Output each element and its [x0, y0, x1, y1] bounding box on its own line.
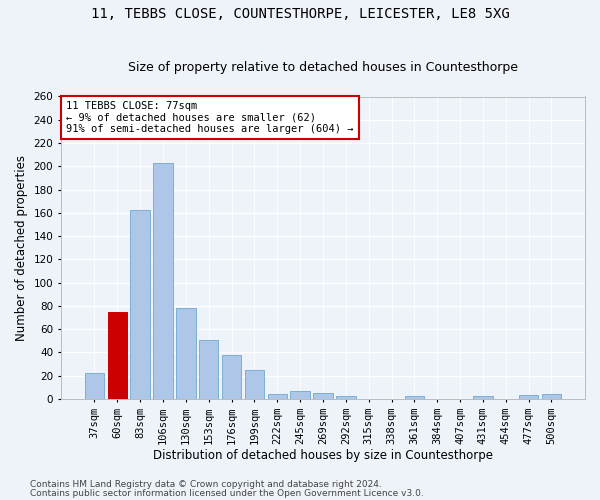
Bar — [336, 396, 356, 399]
Bar — [154, 163, 173, 399]
Bar — [199, 340, 218, 399]
Text: 11, TEBBS CLOSE, COUNTESTHORPE, LEICESTER, LE8 5XG: 11, TEBBS CLOSE, COUNTESTHORPE, LEICESTE… — [91, 8, 509, 22]
Bar — [313, 393, 332, 399]
Bar — [404, 396, 424, 399]
X-axis label: Distribution of detached houses by size in Countesthorpe: Distribution of detached houses by size … — [153, 450, 493, 462]
Bar — [268, 394, 287, 399]
Bar — [245, 370, 264, 399]
Bar — [130, 210, 150, 399]
Bar — [542, 394, 561, 399]
Bar — [107, 312, 127, 399]
Y-axis label: Number of detached properties: Number of detached properties — [15, 154, 28, 340]
Bar — [85, 373, 104, 399]
Text: Contains HM Land Registry data © Crown copyright and database right 2024.: Contains HM Land Registry data © Crown c… — [30, 480, 382, 489]
Bar — [290, 390, 310, 399]
Text: Contains public sector information licensed under the Open Government Licence v3: Contains public sector information licen… — [30, 488, 424, 498]
Title: Size of property relative to detached houses in Countesthorpe: Size of property relative to detached ho… — [128, 62, 518, 74]
Bar — [519, 396, 538, 399]
Bar — [473, 396, 493, 399]
Text: 11 TEBBS CLOSE: 77sqm
← 9% of detached houses are smaller (62)
91% of semi-detac: 11 TEBBS CLOSE: 77sqm ← 9% of detached h… — [66, 101, 353, 134]
Bar — [222, 354, 241, 399]
Bar — [176, 308, 196, 399]
